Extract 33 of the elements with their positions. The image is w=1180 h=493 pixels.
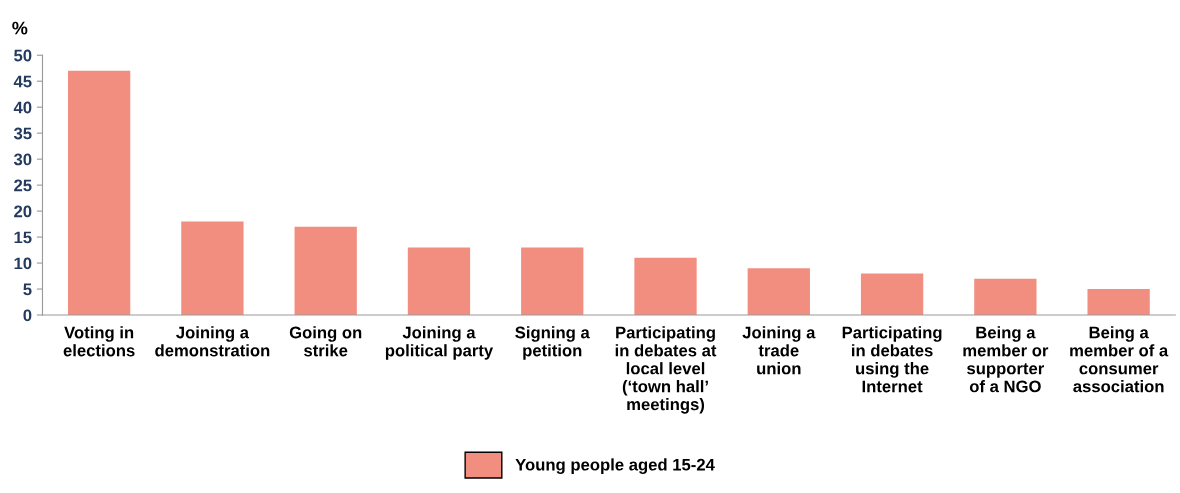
legend-label: Young people aged 15-24 (515, 458, 715, 474)
bar (1087, 289, 1150, 316)
y-tick-label: 0 (23, 309, 32, 322)
bar (634, 257, 697, 316)
bar (67, 70, 131, 316)
y-tick-label: 25 (14, 179, 32, 192)
y-tick-label: 15 (14, 231, 32, 244)
y-tick-label: 40 (13, 101, 32, 114)
bar (860, 273, 924, 316)
y-axis-title: % (12, 21, 28, 35)
bar (974, 278, 1037, 316)
y-tick-label: 30 (13, 153, 32, 166)
x-tick-label: Joining a political party (385, 326, 494, 360)
x-tick-label: Joining a demonstration (155, 326, 270, 357)
x-tick-label: Being a member or supporter of a NGO (963, 326, 1049, 393)
x-tick-label: Voting in elections (63, 326, 135, 357)
x-tick-label: Joining a trade union (742, 326, 816, 375)
bar (181, 221, 244, 316)
y-tick-label: 5 (23, 283, 32, 296)
bar (407, 247, 471, 316)
y-tick-label: 50 (14, 49, 32, 62)
y-tick-label: 45 (13, 75, 32, 88)
y-tick-label: 20 (14, 205, 32, 218)
x-tick-label: Going on strike (289, 326, 362, 357)
x-tick-label: Participating in debates using the Internet (842, 326, 942, 393)
bar (294, 226, 357, 316)
y-tick-label: 35 (13, 127, 32, 140)
y-tick-label: 10 (14, 257, 32, 270)
bar (521, 247, 584, 316)
x-tick-label: Participating in debates at local level (‘town hall’ meetings) (615, 326, 717, 414)
x-tick-label: Being a member of a consumer association (1070, 326, 1169, 393)
bar (747, 268, 810, 316)
x-tick-label: Signing a petition (515, 326, 590, 360)
